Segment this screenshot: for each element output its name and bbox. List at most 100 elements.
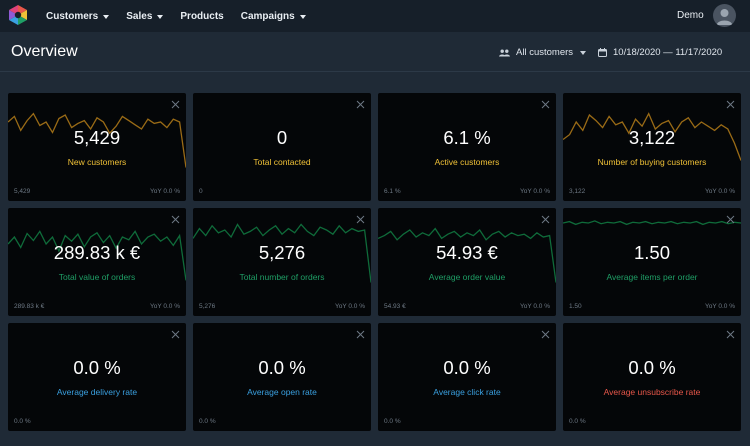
date-range-label: 10/18/2020 — 11/17/2020 bbox=[613, 47, 723, 58]
page-header: Overview All customers 10/18/2020 — 11/1… bbox=[0, 32, 750, 72]
kpi-label: Average delivery rate bbox=[56, 387, 138, 397]
kpi-card[interactable]: 54.93 € Average order value 54.93 € YoY 0.0… bbox=[378, 208, 556, 316]
close-icon[interactable] bbox=[726, 211, 735, 224]
chevron-down-icon bbox=[103, 14, 110, 19]
kpi-label: Total contacted bbox=[253, 157, 311, 167]
page-title: Overview bbox=[11, 43, 78, 60]
kpi-value: 3,122 bbox=[628, 127, 676, 148]
audience-filter[interactable]: All customers bbox=[499, 47, 587, 58]
kpi-value: 0.0 % bbox=[628, 357, 676, 378]
nav-item-label: Customers bbox=[46, 10, 99, 22]
kpi-foot-value: 5,429 bbox=[14, 188, 31, 195]
app-logo[interactable] bbox=[7, 4, 29, 26]
user-name[interactable]: Demo bbox=[677, 10, 704, 21]
top-nav-bar: Customers Sales Products Campaigns Demo bbox=[0, 0, 750, 32]
close-icon[interactable] bbox=[356, 326, 365, 339]
kpi-value: 54.93 € bbox=[436, 242, 498, 263]
nav-item-sales[interactable]: Sales bbox=[126, 10, 164, 22]
kpi-card[interactable]: 1.50 Average items per order 1.50 YoY 0.0 % bbox=[563, 208, 741, 316]
audience-filter-label: All customers bbox=[516, 47, 574, 58]
kpi-label: Average order value bbox=[428, 272, 506, 282]
sparkline-path bbox=[378, 227, 556, 283]
nav-item-customers[interactable]: Customers bbox=[46, 10, 110, 22]
date-range-picker[interactable]: 10/18/2020 — 11/17/2020 bbox=[598, 47, 722, 58]
kpi-label: Number of buying customers bbox=[597, 157, 707, 167]
chevron-down-icon bbox=[299, 14, 306, 19]
kpi-foot-value: 54.93 € bbox=[384, 303, 406, 310]
kpi-yoy: YoY 0.0 % bbox=[520, 188, 550, 195]
kpi-card[interactable]: 0.0 % Average open rate 0.0 % bbox=[193, 323, 371, 431]
kpi-foot-value: 0.0 % bbox=[14, 418, 31, 425]
kpi-label: Average click rate bbox=[433, 387, 501, 397]
kpi-value: 1.50 bbox=[633, 242, 670, 263]
sparkline bbox=[563, 112, 741, 161]
kpi-label: Average open rate bbox=[247, 387, 317, 397]
kpi-card[interactable]: 5,429 New customers 5,429 YoY 0.0 % bbox=[8, 93, 186, 201]
nav-item-products[interactable]: Products bbox=[180, 11, 223, 22]
chevron-down-icon bbox=[157, 14, 164, 19]
kpi-card[interactable]: 0.0 % Average unsubscribe rate 0.0 % bbox=[563, 323, 741, 431]
sparkline-path bbox=[8, 112, 186, 168]
close-icon[interactable] bbox=[171, 326, 180, 339]
kpi-card[interactable]: 3,122 Number of buying customers 3,122 YoY … bbox=[563, 93, 741, 201]
kpi-value: 289.83 k € bbox=[53, 242, 141, 263]
sparkline-path bbox=[8, 230, 186, 281]
kpi-card[interactable]: 0.0 % Average delivery rate 0.0 % bbox=[8, 323, 186, 431]
sparkline bbox=[193, 223, 371, 283]
kpi-yoy: YoY 0.0 % bbox=[335, 303, 365, 310]
kpi-foot-value: 5,276 bbox=[199, 303, 216, 310]
close-icon[interactable] bbox=[541, 211, 550, 224]
nav-item-label: Sales bbox=[126, 10, 153, 22]
close-icon[interactable] bbox=[171, 211, 180, 224]
kpi-label: Active customers bbox=[434, 157, 500, 167]
kpi-value: 0 bbox=[276, 127, 288, 148]
kpi-card[interactable]: 6.1 % Active customers 6.1 % YoY 0.0 % bbox=[378, 93, 556, 201]
nav-item-label: Campaigns bbox=[240, 10, 295, 22]
kpi-value: 5,276 bbox=[258, 242, 306, 263]
nav-item-label: Products bbox=[180, 10, 224, 22]
kpi-foot-value: 0 bbox=[199, 188, 203, 195]
close-icon[interactable] bbox=[541, 326, 550, 339]
kpi-value: 0.0 % bbox=[443, 357, 491, 378]
sparkline bbox=[378, 227, 556, 283]
kpi-value: 6.1 % bbox=[443, 127, 491, 148]
kpi-value: 0.0 % bbox=[73, 357, 121, 378]
close-icon[interactable] bbox=[356, 211, 365, 224]
kpi-label: Total number of orders bbox=[239, 272, 325, 282]
sparkline bbox=[8, 112, 186, 168]
calendar-icon bbox=[598, 48, 607, 57]
kpi-foot-value: 289.83 k € bbox=[14, 303, 45, 310]
kpi-label: Average items per order bbox=[606, 272, 698, 282]
users-icon bbox=[499, 49, 510, 57]
kpi-foot-value: 0.0 % bbox=[199, 418, 216, 425]
kpi-label: Total value of orders bbox=[58, 272, 136, 282]
kpi-yoy: YoY 0.0 % bbox=[705, 188, 735, 195]
kpi-card[interactable]: 289.83 k € Total value of orders 289.83 k … bbox=[8, 208, 186, 316]
main-nav: Customers Sales Products Campaigns bbox=[46, 0, 323, 32]
chevron-down-icon bbox=[580, 51, 587, 55]
user-icon bbox=[716, 9, 733, 25]
sparkline bbox=[563, 220, 741, 226]
kpi-foot-value: 0.0 % bbox=[569, 418, 586, 425]
kpi-label: New customers bbox=[67, 157, 127, 167]
close-icon[interactable] bbox=[541, 96, 550, 109]
kpi-card[interactable]: 5,276 Total number of orders 5,276 YoY 0.0 … bbox=[193, 208, 371, 316]
sparkline-path bbox=[563, 220, 741, 226]
kpi-yoy: YoY 0.0 % bbox=[150, 188, 180, 195]
nav-item-campaigns[interactable]: Campaigns bbox=[241, 11, 306, 22]
kpi-yoy: YoY 0.0 % bbox=[150, 303, 180, 310]
close-icon[interactable] bbox=[726, 96, 735, 109]
kpi-foot-value: 6.1 % bbox=[384, 188, 401, 195]
kpi-card[interactable]: 0.0 % Average click rate 0.0 % bbox=[378, 323, 556, 431]
sparkline-path bbox=[563, 112, 741, 161]
kpi-label: Average unsubscribe rate bbox=[603, 387, 701, 397]
kpi-foot-value: 3,122 bbox=[569, 188, 586, 195]
kpi-foot-value: 0.0 % bbox=[384, 418, 401, 425]
close-icon[interactable] bbox=[356, 96, 365, 109]
close-icon[interactable] bbox=[171, 96, 180, 109]
kpi-card[interactable]: 0 Total contacted 0 bbox=[193, 93, 371, 201]
close-icon[interactable] bbox=[726, 326, 735, 339]
user-avatar[interactable] bbox=[713, 4, 736, 27]
kpi-value: 0.0 % bbox=[258, 357, 306, 378]
kpi-yoy: YoY 0.0 % bbox=[520, 303, 550, 310]
